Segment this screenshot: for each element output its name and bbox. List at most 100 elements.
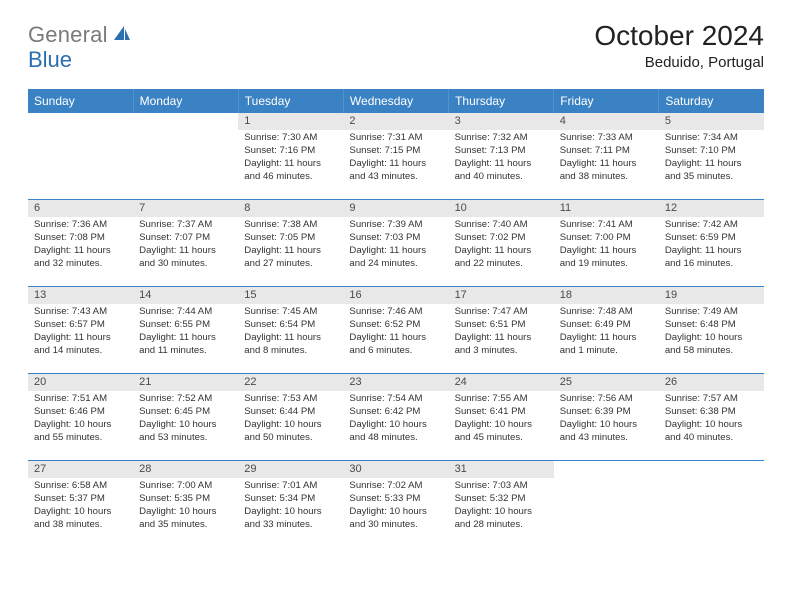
day-number: 1: [238, 113, 343, 130]
day-number: 7: [133, 200, 238, 217]
daylight-line: Daylight: 11 hours and 22 minutes.: [455, 245, 550, 271]
day-number: 9: [343, 200, 448, 217]
day-content: Sunrise: 7:54 AMSunset: 6:42 PMDaylight:…: [343, 391, 448, 445]
daylight-line: Daylight: 11 hours and 30 minutes.: [139, 245, 234, 271]
calendar-cell: [133, 113, 238, 200]
day-number: 20: [28, 374, 133, 391]
calendar-table: SundayMondayTuesdayWednesdayThursdayFrid…: [28, 89, 764, 547]
sunrise-line: Sunrise: 7:47 AM: [455, 306, 550, 319]
day-content: Sunrise: 7:51 AMSunset: 6:46 PMDaylight:…: [28, 391, 133, 445]
calendar-cell: 5Sunrise: 7:34 AMSunset: 7:10 PMDaylight…: [659, 113, 764, 200]
calendar-body: 1Sunrise: 7:30 AMSunset: 7:16 PMDaylight…: [28, 113, 764, 547]
sunset-line: Sunset: 7:00 PM: [560, 232, 655, 245]
sunset-line: Sunset: 6:48 PM: [665, 319, 760, 332]
sunrise-line: Sunrise: 7:03 AM: [455, 480, 550, 493]
calendar-cell: 27Sunrise: 6:58 AMSunset: 5:37 PMDayligh…: [28, 461, 133, 548]
daylight-line: Daylight: 11 hours and 38 minutes.: [560, 158, 655, 184]
day-number: 8: [238, 200, 343, 217]
calendar-cell: 15Sunrise: 7:45 AMSunset: 6:54 PMDayligh…: [238, 287, 343, 374]
sunset-line: Sunset: 6:52 PM: [349, 319, 444, 332]
day-content: Sunrise: 7:47 AMSunset: 6:51 PMDaylight:…: [449, 304, 554, 358]
calendar-cell: 26Sunrise: 7:57 AMSunset: 6:38 PMDayligh…: [659, 374, 764, 461]
daylight-line: Daylight: 11 hours and 1 minute.: [560, 332, 655, 358]
calendar-cell: 7Sunrise: 7:37 AMSunset: 7:07 PMDaylight…: [133, 200, 238, 287]
sunrise-line: Sunrise: 7:38 AM: [244, 219, 339, 232]
calendar-cell: 14Sunrise: 7:44 AMSunset: 6:55 PMDayligh…: [133, 287, 238, 374]
logo: General: [28, 22, 134, 48]
day-content: Sunrise: 7:37 AMSunset: 7:07 PMDaylight:…: [133, 217, 238, 271]
calendar-cell: 31Sunrise: 7:03 AMSunset: 5:32 PMDayligh…: [449, 461, 554, 548]
calendar-row: 6Sunrise: 7:36 AMSunset: 7:08 PMDaylight…: [28, 200, 764, 287]
weekday-header: Saturday: [659, 89, 764, 113]
sunset-line: Sunset: 5:34 PM: [244, 493, 339, 506]
day-content: Sunrise: 7:33 AMSunset: 7:11 PMDaylight:…: [554, 130, 659, 184]
day-number: 11: [554, 200, 659, 217]
daylight-line: Daylight: 10 hours and 45 minutes.: [455, 419, 550, 445]
calendar-header: SundayMondayTuesdayWednesdayThursdayFrid…: [28, 89, 764, 113]
sunset-line: Sunset: 7:08 PM: [34, 232, 129, 245]
day-content: Sunrise: 7:40 AMSunset: 7:02 PMDaylight:…: [449, 217, 554, 271]
sunset-line: Sunset: 6:57 PM: [34, 319, 129, 332]
calendar-row: 27Sunrise: 6:58 AMSunset: 5:37 PMDayligh…: [28, 461, 764, 548]
day-number: 4: [554, 113, 659, 130]
day-number: 23: [343, 374, 448, 391]
day-content: Sunrise: 6:58 AMSunset: 5:37 PMDaylight:…: [28, 478, 133, 532]
day-content: Sunrise: 7:39 AMSunset: 7:03 PMDaylight:…: [343, 217, 448, 271]
sunset-line: Sunset: 7:13 PM: [455, 145, 550, 158]
daylight-line: Daylight: 11 hours and 3 minutes.: [455, 332, 550, 358]
calendar-cell: 6Sunrise: 7:36 AMSunset: 7:08 PMDaylight…: [28, 200, 133, 287]
day-number: 14: [133, 287, 238, 304]
sunrise-line: Sunrise: 7:51 AM: [34, 393, 129, 406]
sunrise-line: Sunrise: 7:57 AM: [665, 393, 760, 406]
calendar-cell: 29Sunrise: 7:01 AMSunset: 5:34 PMDayligh…: [238, 461, 343, 548]
day-number: 12: [659, 200, 764, 217]
day-number: 26: [659, 374, 764, 391]
weekday-header: Sunday: [28, 89, 133, 113]
day-content: Sunrise: 7:46 AMSunset: 6:52 PMDaylight:…: [343, 304, 448, 358]
day-content: Sunrise: 7:43 AMSunset: 6:57 PMDaylight:…: [28, 304, 133, 358]
calendar-cell: 23Sunrise: 7:54 AMSunset: 6:42 PMDayligh…: [343, 374, 448, 461]
logo-text-gray: General: [28, 22, 108, 48]
calendar-cell: 1Sunrise: 7:30 AMSunset: 7:16 PMDaylight…: [238, 113, 343, 200]
sunset-line: Sunset: 7:11 PM: [560, 145, 655, 158]
calendar-cell: 4Sunrise: 7:33 AMSunset: 7:11 PMDaylight…: [554, 113, 659, 200]
daylight-line: Daylight: 11 hours and 11 minutes.: [139, 332, 234, 358]
sunrise-line: Sunrise: 7:37 AM: [139, 219, 234, 232]
day-content: Sunrise: 7:42 AMSunset: 6:59 PMDaylight:…: [659, 217, 764, 271]
day-content: Sunrise: 7:44 AMSunset: 6:55 PMDaylight:…: [133, 304, 238, 358]
day-number: 15: [238, 287, 343, 304]
page-title: October 2024: [594, 22, 764, 50]
day-content: Sunrise: 7:38 AMSunset: 7:05 PMDaylight:…: [238, 217, 343, 271]
calendar-row: 13Sunrise: 7:43 AMSunset: 6:57 PMDayligh…: [28, 287, 764, 374]
day-content: Sunrise: 7:00 AMSunset: 5:35 PMDaylight:…: [133, 478, 238, 532]
sunrise-line: Sunrise: 7:39 AM: [349, 219, 444, 232]
sunrise-line: Sunrise: 7:48 AM: [560, 306, 655, 319]
day-content: Sunrise: 7:55 AMSunset: 6:41 PMDaylight:…: [449, 391, 554, 445]
day-number: 6: [28, 200, 133, 217]
day-content: Sunrise: 7:36 AMSunset: 7:08 PMDaylight:…: [28, 217, 133, 271]
logo-text-blue: Blue: [28, 47, 72, 72]
day-number: 13: [28, 287, 133, 304]
sunset-line: Sunset: 6:51 PM: [455, 319, 550, 332]
calendar-cell: 12Sunrise: 7:42 AMSunset: 6:59 PMDayligh…: [659, 200, 764, 287]
sunrise-line: Sunrise: 7:55 AM: [455, 393, 550, 406]
day-content: Sunrise: 7:32 AMSunset: 7:13 PMDaylight:…: [449, 130, 554, 184]
sunset-line: Sunset: 7:10 PM: [665, 145, 760, 158]
day-content: Sunrise: 7:48 AMSunset: 6:49 PMDaylight:…: [554, 304, 659, 358]
day-number: 24: [449, 374, 554, 391]
day-number: 22: [238, 374, 343, 391]
sunset-line: Sunset: 6:49 PM: [560, 319, 655, 332]
sunrise-line: Sunrise: 7:02 AM: [349, 480, 444, 493]
daylight-line: Daylight: 11 hours and 14 minutes.: [34, 332, 129, 358]
sunrise-line: Sunrise: 7:45 AM: [244, 306, 339, 319]
sunset-line: Sunset: 6:45 PM: [139, 406, 234, 419]
daylight-line: Daylight: 10 hours and 55 minutes.: [34, 419, 129, 445]
daylight-line: Daylight: 11 hours and 16 minutes.: [665, 245, 760, 271]
weekday-header: Tuesday: [238, 89, 343, 113]
sunrise-line: Sunrise: 7:46 AM: [349, 306, 444, 319]
day-number: 21: [133, 374, 238, 391]
calendar-cell: 8Sunrise: 7:38 AMSunset: 7:05 PMDaylight…: [238, 200, 343, 287]
sunrise-line: Sunrise: 7:44 AM: [139, 306, 234, 319]
sunrise-line: Sunrise: 7:36 AM: [34, 219, 129, 232]
day-content: Sunrise: 7:49 AMSunset: 6:48 PMDaylight:…: [659, 304, 764, 358]
